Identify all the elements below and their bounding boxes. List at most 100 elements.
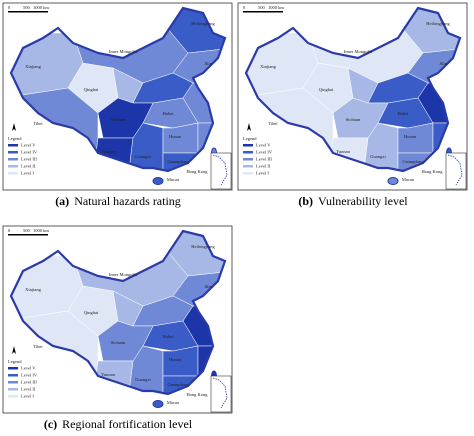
scale-label: 500 [258,5,266,10]
inset-frame [445,152,467,190]
legend-swatch [243,172,253,175]
region-label: Hunan [169,134,182,139]
region-label: Macau [167,400,180,405]
legend-item: Level V [21,366,36,371]
scale-label: 0 [243,5,246,10]
legend-item: Level IV [21,373,38,378]
region-label: Qinghai [84,87,99,92]
legend-item: Level III [256,157,272,162]
border [244,6,462,173]
legend-swatch [8,381,18,384]
legend-swatch [243,144,253,147]
legend-swatch [8,144,18,147]
region-label: Hong Kong [421,169,443,174]
legend-item: Level I [256,171,269,176]
north-arrow [247,123,251,131]
legend-swatch [243,158,253,161]
scale-label: 1000 km [33,228,49,233]
legend-title: Legend [243,136,257,141]
region-label: Guangxi [135,377,151,382]
region-label: Sichuan [346,117,361,122]
region-label: Yunnan [336,149,350,154]
caption: (a) Natural hazards rating [55,194,181,208]
legend-item: Level IV [256,150,273,155]
legend-item: Level II [21,164,36,169]
legend-item: Level II [256,164,271,169]
hainan [387,177,399,185]
legend-swatch [8,151,18,154]
legend-item: Level IV [21,150,38,155]
legend-swatch [8,165,18,168]
inset-frame [210,152,232,190]
region-label: Guangdong [168,159,190,164]
legend-swatch [8,367,18,370]
region-label: Sichuan [111,340,126,345]
caption-text: Natural hazards rating [74,194,181,208]
legend-item: Level III [21,380,37,385]
region-label: Inner Mongolia [109,272,137,277]
region-label: Heilongjiang [191,21,215,26]
scale-label: 500 [23,228,31,233]
legend-swatch [8,388,18,391]
region-label: Xinjiang [25,287,41,292]
inset-border [447,154,463,186]
legend-swatch [243,165,253,168]
scale-label: 0 [8,5,11,10]
north-arrow [12,346,16,354]
region-label: Guangdong [168,382,190,387]
border [9,6,227,173]
hainan [152,177,164,185]
region-label: Hong Kong [186,169,208,174]
legend-item: Level V [21,143,36,148]
caption: (b) Vulnerability level [298,194,408,208]
scale-label: 1000 km [33,5,49,10]
caption: (c) Regional fortification level [44,417,193,431]
region-label: Inner Mongolia [344,49,372,54]
region-label: Hunan [169,357,182,362]
hainan [152,400,164,408]
region-label: Tibet [33,344,43,349]
legend-title: Legend [8,359,22,364]
legend-item: Level III [21,157,37,162]
region-label: Sichuan [111,117,126,122]
region-label: Qinghai [319,87,334,92]
region-label: Hunan [404,134,417,139]
legend-swatch [8,395,18,398]
caption-text: Vulnerability level [318,194,408,208]
region-label: Tibet [33,121,43,126]
border [9,229,227,396]
region-label: Guangxi [135,154,151,159]
north-arrow [12,123,16,131]
region-label: Heilongjiang [191,244,215,249]
legend-item: Level I [21,394,34,399]
region-label: Macau [402,177,415,182]
region-label: Jilin [204,284,213,289]
region-label: Hubei [398,111,410,116]
legend-item: Level I [21,171,34,176]
region-label: Hubei [163,334,175,339]
region-label: Jilin [439,61,448,66]
scale-bar [243,11,283,13]
scale-bar [8,234,48,236]
scale-bar [8,11,48,13]
scale-label: 500 [23,5,31,10]
legend-swatch [243,151,253,154]
region-label: Guangdong [403,159,425,164]
inset-border [212,377,228,409]
scale-label: 1000 km [268,5,284,10]
region-label: Yunnan [101,372,115,377]
inset-frame [210,375,232,413]
region-label: Xinjiang [25,64,41,69]
region-label: Yunnan [101,149,115,154]
legend-swatch [8,374,18,377]
legend-item: Level II [21,387,36,392]
region-label: Qinghai [84,310,99,315]
region-label: Guangxi [370,154,386,159]
region-label: Tibet [268,121,278,126]
region-label: Inner Mongolia [109,49,137,54]
caption-label: (c) [44,417,57,431]
region-label: Heilongjiang [426,21,450,26]
region-label: Hong Kong [186,392,208,397]
